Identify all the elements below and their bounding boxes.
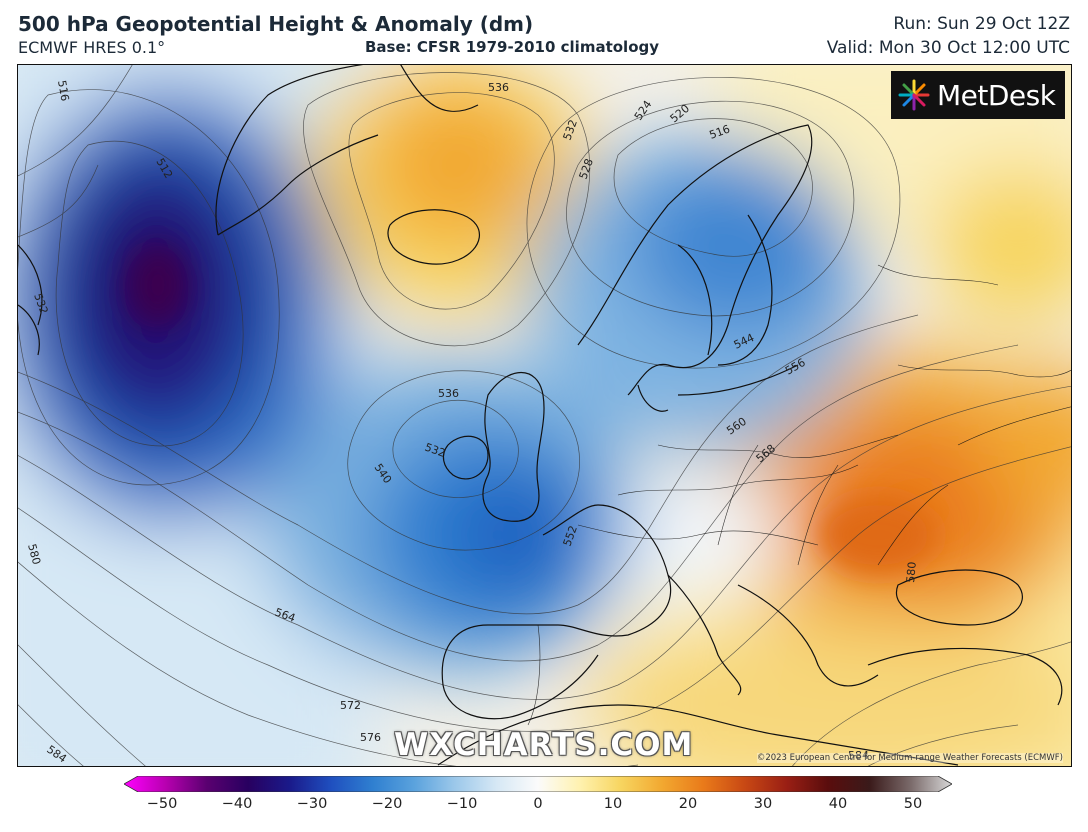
colorbar-graphic bbox=[123, 775, 953, 793]
anomaly-field: 536 532 528 524 520 516 512 516 532 536 … bbox=[18, 65, 1071, 766]
wxcharts-watermark: WXCHARTS.COM bbox=[394, 727, 694, 763]
contour-label: 580 bbox=[25, 542, 43, 566]
contour-label: 572 bbox=[340, 699, 361, 712]
valid-time-label: Valid: Mon 30 Oct 12:00 UTC bbox=[826, 38, 1070, 58]
colorbar-tick-label: −50 bbox=[146, 796, 178, 812]
anomaly-map[interactable]: 536 532 528 524 520 516 512 516 532 536 … bbox=[17, 64, 1072, 767]
chart-title: 500 hPa Geopotential Height & Anomaly (d… bbox=[18, 12, 534, 36]
height-contours bbox=[18, 65, 1071, 766]
copyright-notice: ©2023 European Centre for Medium-range W… bbox=[756, 753, 1063, 763]
colorbar-tick-label: 20 bbox=[678, 796, 698, 812]
metdesk-logo: MetDesk bbox=[891, 71, 1065, 119]
colorbar-tick-label: −30 bbox=[296, 796, 328, 812]
contour-label: 576 bbox=[360, 731, 381, 744]
contour-label: 536 bbox=[488, 81, 509, 94]
contour-label: 516 bbox=[55, 79, 71, 102]
metdesk-starburst-icon bbox=[898, 79, 930, 111]
contour-label: 580 bbox=[904, 561, 919, 583]
colorbar-tick-label: −20 bbox=[371, 796, 403, 812]
colorbar-tick-label: −10 bbox=[446, 796, 478, 812]
coastlines bbox=[18, 65, 1063, 766]
colorbar-tick-label: 0 bbox=[533, 796, 543, 812]
colorbar-tick-label: 10 bbox=[603, 796, 623, 812]
base-climatology-label: Base: CFSR 1979-2010 climatology bbox=[365, 38, 660, 56]
model-label: ECMWF HRES 0.1° bbox=[18, 38, 166, 57]
run-time-label: Run: Sun 29 Oct 12Z bbox=[893, 14, 1070, 34]
colorbar-tick-label: −40 bbox=[221, 796, 253, 812]
colorbar bbox=[123, 775, 953, 793]
contour-label: 536 bbox=[438, 387, 459, 400]
borders bbox=[527, 264, 1071, 726]
colorbar-tick-label: 40 bbox=[828, 796, 848, 812]
metdesk-logo-text: MetDesk bbox=[937, 78, 1056, 112]
colorbar-tick-label: 30 bbox=[753, 796, 773, 812]
contour-label: 584 bbox=[848, 749, 869, 762]
colorbar-tick-label: 50 bbox=[903, 796, 923, 812]
